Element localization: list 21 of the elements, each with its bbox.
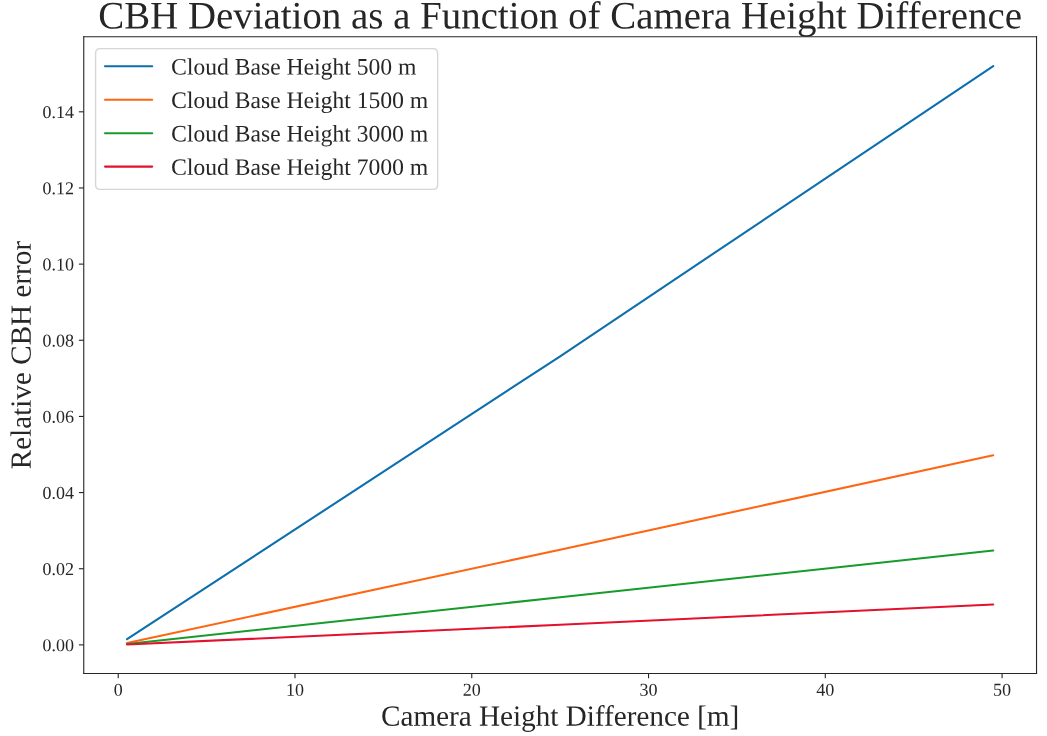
- legend-label: Cloud Base Height 500 m: [172, 58, 417, 80]
- y-axis-title: Relative CBH error: [10, 241, 31, 469]
- legend-label: Cloud Base Height 7000 m: [172, 158, 428, 180]
- x-tick-label: 30: [640, 683, 657, 696]
- y-tick-label: 0.10: [43, 258, 74, 271]
- x-tick-label: 20: [463, 683, 481, 696]
- x-axis-title: Camera Height Difference [m]: [382, 705, 738, 732]
- y-tick-label: 0.12: [43, 182, 74, 195]
- y-tick-label: 0.04: [43, 486, 74, 500]
- chart-title: CBH Deviation as a Function of Camera Height Difference: [99, 1, 1021, 37]
- y-tick-label: 0.02: [43, 562, 74, 576]
- y-tick-label: 0.06: [43, 410, 74, 423]
- x-tick-label: 40: [816, 683, 834, 696]
- y-tick-label: 0.14: [43, 106, 74, 119]
- x-tick-label: 50: [994, 683, 1011, 696]
- y-tick-label: 0.00: [43, 639, 74, 652]
- x-tick-label: 0: [114, 683, 123, 696]
- x-tick-label: 10: [287, 683, 304, 696]
- y-tick-label: 0.08: [43, 334, 74, 347]
- legend-label: Cloud Base Height 3000 m: [172, 125, 428, 147]
- legend-label: Cloud Base Height 1500 m: [172, 91, 428, 114]
